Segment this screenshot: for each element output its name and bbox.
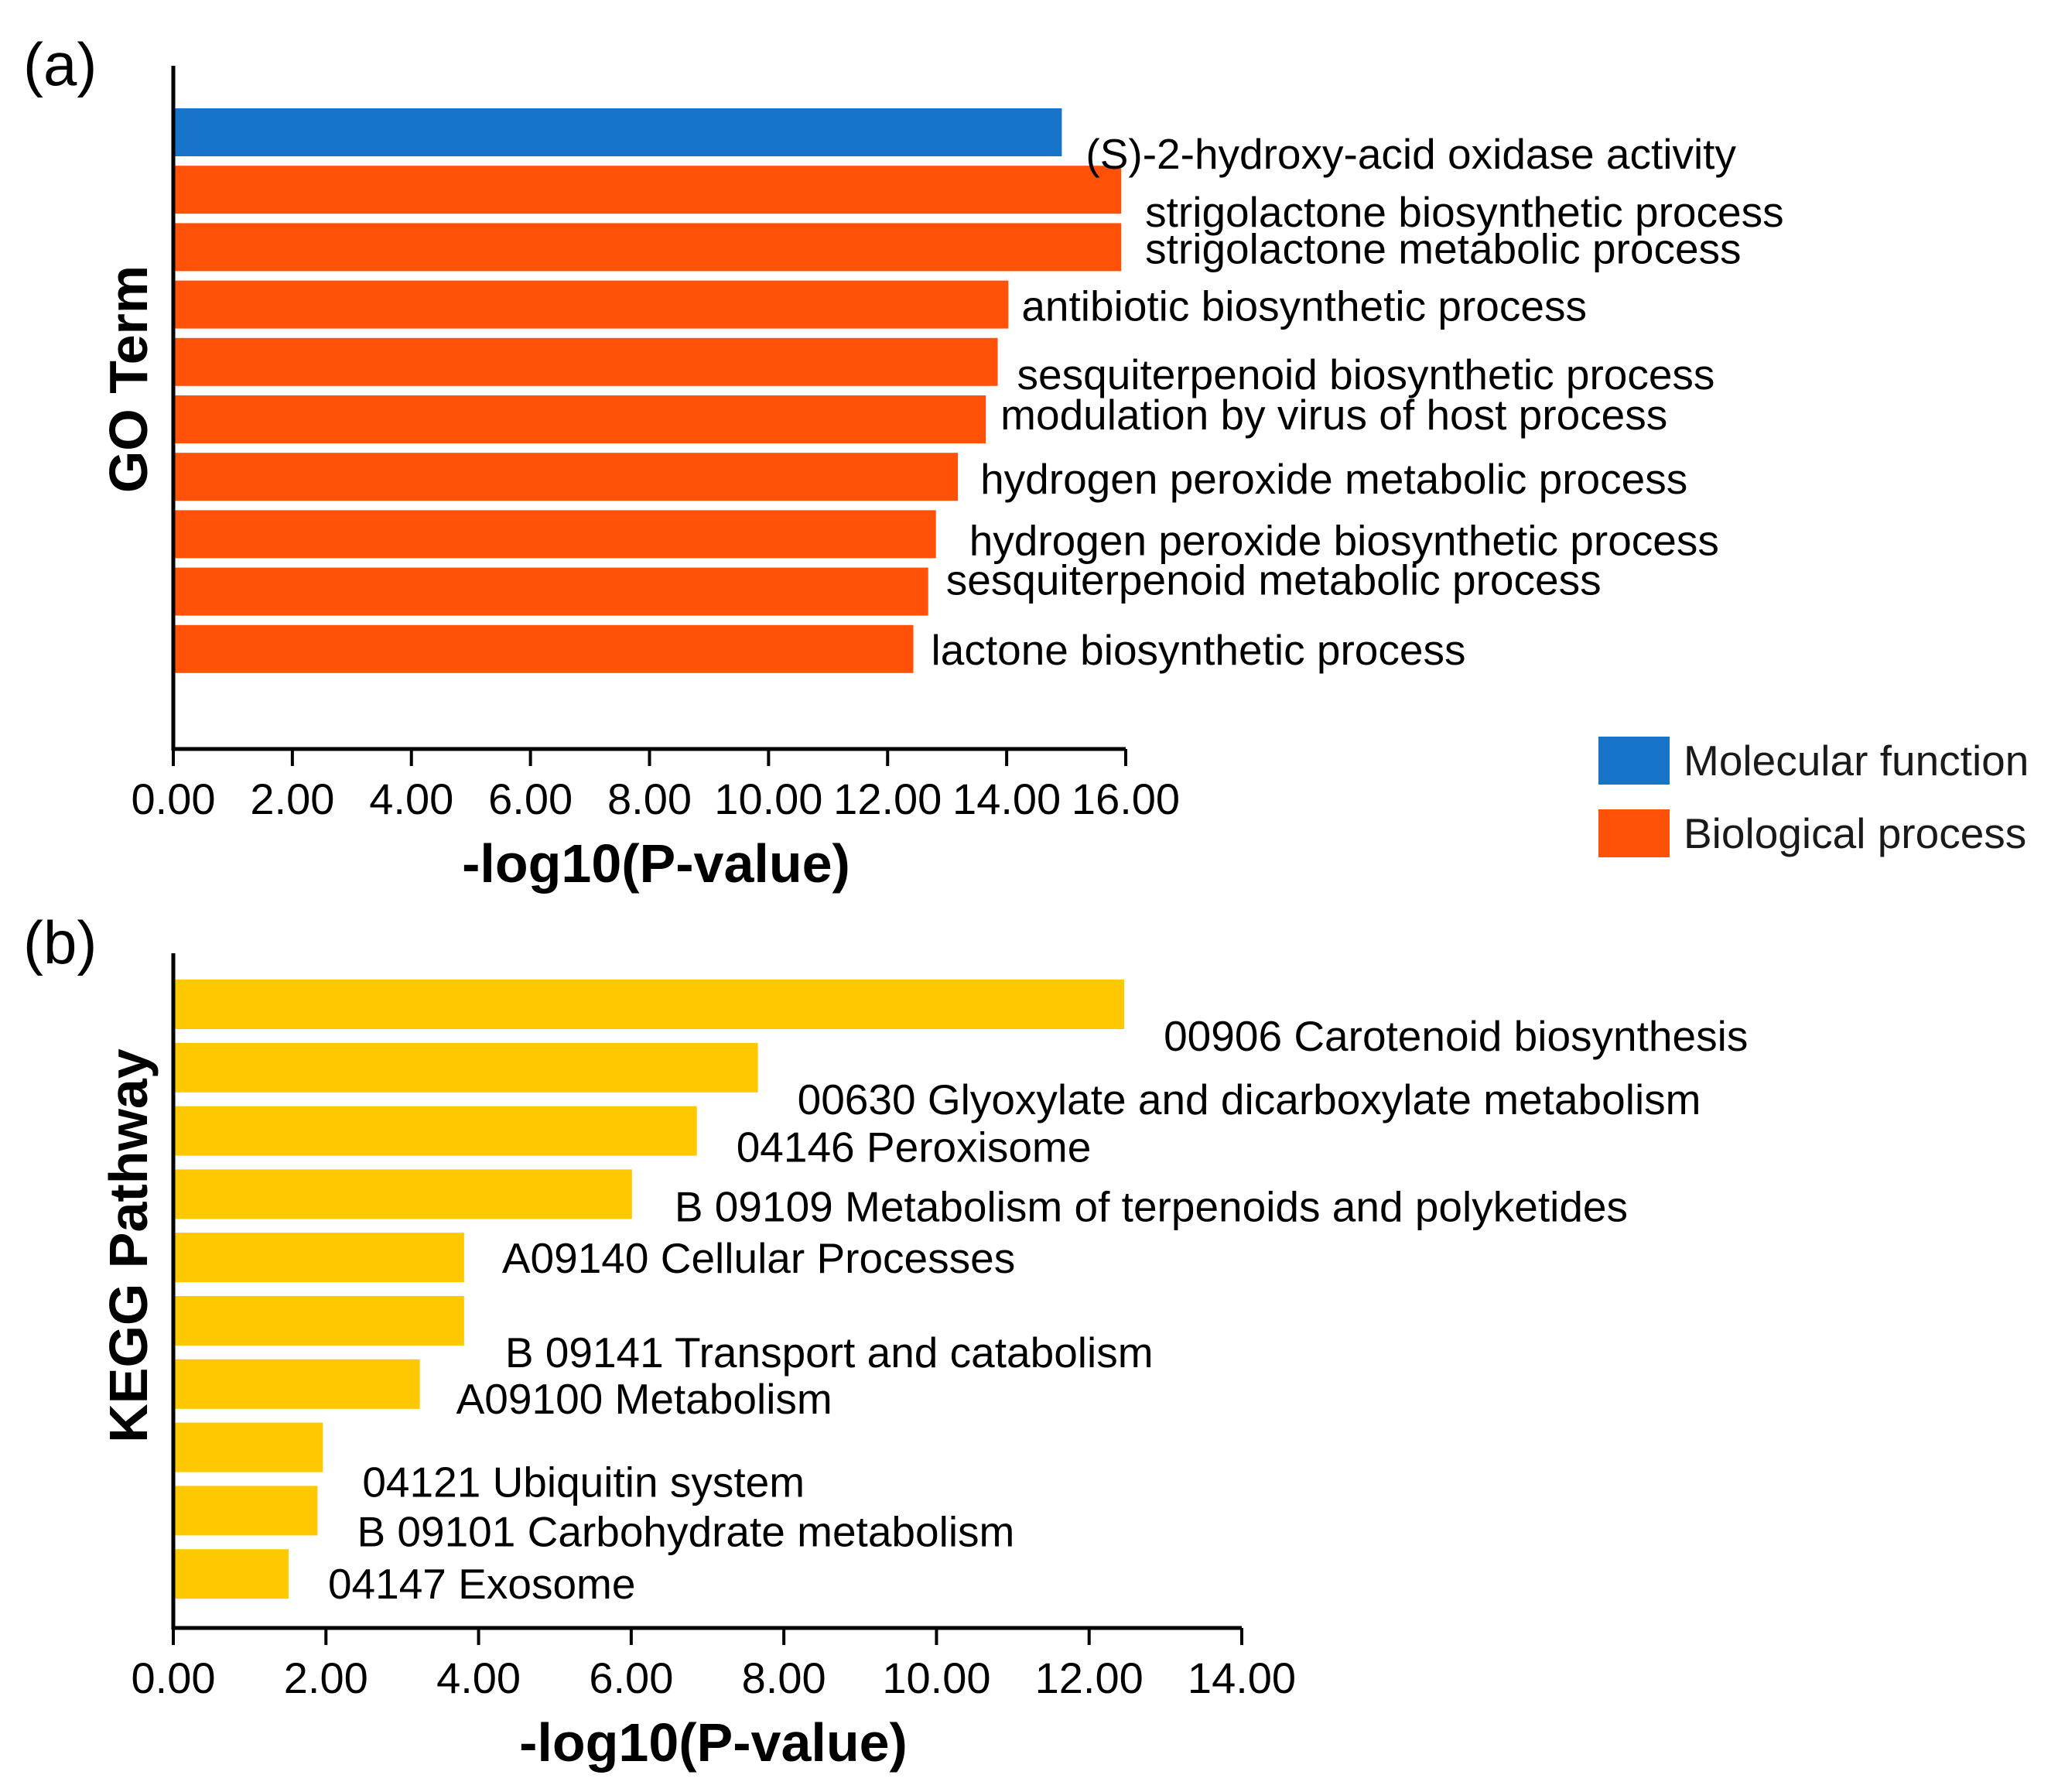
panel-label-a: (a) bbox=[23, 30, 97, 98]
go-y-axis-title: GO Term bbox=[98, 265, 159, 493]
go-x-tick-label: 6.00 bbox=[488, 775, 573, 823]
go-bar-label: strigolactone metabolic process bbox=[1145, 224, 1741, 272]
kegg-bar bbox=[174, 1042, 758, 1093]
go-x-tick-label: 8.00 bbox=[607, 775, 692, 823]
kegg-bar-label: B 09109 Metabolism of terpenoids and pol… bbox=[675, 1182, 1628, 1230]
kegg-bar-label: 04147 Exosome bbox=[328, 1560, 636, 1608]
legend-swatch bbox=[1598, 809, 1670, 857]
kegg-x-tick-label: 14.00 bbox=[1188, 1653, 1296, 1702]
go-bar-label: antibiotic biosynthetic process bbox=[1021, 282, 1587, 330]
kegg-bar bbox=[174, 1359, 420, 1409]
kegg-bar bbox=[174, 1233, 464, 1283]
legend-label: Biological process bbox=[1684, 809, 2026, 857]
kegg-bar-label: 00630 Glyoxylate and dicarboxylate metab… bbox=[798, 1076, 1701, 1123]
go-x-tick-label: 10.00 bbox=[714, 775, 822, 823]
kegg-y-axis-title: KEGG Pathway bbox=[98, 1048, 159, 1443]
kegg-x-ticks: 0.00 2.00 4.00 6.00 8.00 10.00 12.00 14.00 bbox=[132, 1628, 1296, 1702]
kegg-x-tick-label: 12.00 bbox=[1035, 1653, 1144, 1702]
kegg-bar-label: A09100 Metabolism bbox=[456, 1375, 832, 1423]
go-x-tick-label: 0.00 bbox=[132, 775, 216, 823]
kegg-bar-label: 04146 Peroxisome bbox=[737, 1123, 1092, 1171]
legend-swatch bbox=[1598, 737, 1670, 785]
go-bar-label: lactone biosynthetic process bbox=[932, 626, 1466, 674]
go-x-axis-title: -log10(P-value) bbox=[462, 833, 850, 894]
legend-label: Molecular function bbox=[1684, 737, 2029, 785]
go-bar-label: hydrogen peroxide biosynthetic process bbox=[969, 516, 1719, 564]
kegg-bar bbox=[174, 1106, 697, 1156]
kegg-x-tick-label: 0.00 bbox=[132, 1653, 216, 1702]
go-x-tick-label: 16.00 bbox=[1072, 775, 1180, 823]
go-x-tick-label: 2.00 bbox=[250, 775, 334, 823]
go-bar-label: strigolactone biosynthetic process bbox=[1145, 188, 1783, 236]
go-bar bbox=[174, 280, 1009, 329]
kegg-bar bbox=[174, 1422, 323, 1472]
go-bar-label: modulation by virus of host process bbox=[1000, 391, 1667, 439]
go-bar-label: (S)-2-hydroxy-acid oxidase activity bbox=[1085, 130, 1736, 178]
kegg-bar bbox=[174, 980, 1125, 1029]
kegg-x-tick-label: 6.00 bbox=[589, 1653, 673, 1702]
go-bar bbox=[174, 395, 986, 443]
go-bar bbox=[174, 166, 1122, 214]
kegg-bar bbox=[174, 1296, 464, 1346]
legend: Molecular function Biological process bbox=[1598, 737, 2029, 857]
panel-label-b: (b) bbox=[23, 908, 97, 976]
go-bar bbox=[174, 108, 1062, 156]
kegg-bar bbox=[174, 1169, 632, 1219]
go-bar bbox=[174, 567, 928, 616]
go-bar bbox=[174, 510, 936, 559]
go-bar-label: hydrogen peroxide metabolic process bbox=[980, 455, 1687, 503]
kegg-bar bbox=[174, 1549, 289, 1599]
go-bar-label: sesquiterpenoid metabolic process bbox=[946, 556, 1602, 604]
go-bar bbox=[174, 453, 959, 501]
go-bar-labels: (S)-2-hydroxy-acid oxidase activity strig… bbox=[932, 130, 1784, 674]
kegg-x-tick-label: 4.00 bbox=[436, 1653, 521, 1702]
kegg-x-tick-label: 10.00 bbox=[882, 1653, 990, 1702]
go-x-tick-label: 12.00 bbox=[833, 775, 942, 823]
go-bar bbox=[174, 337, 998, 386]
kegg-panel: (b) KEGG Pathway 00906 Carotenoid biosyn… bbox=[23, 908, 1748, 1773]
go-bar bbox=[174, 223, 1122, 272]
go-bar bbox=[174, 624, 914, 673]
go-x-tick-label: 14.00 bbox=[952, 775, 1061, 823]
kegg-bar bbox=[174, 1486, 318, 1536]
kegg-bar-labels: 00906 Carotenoid biosynthesis 00630 Glyox… bbox=[328, 1012, 1748, 1608]
kegg-x-tick-label: 2.00 bbox=[284, 1653, 368, 1702]
kegg-bar-label: B 09101 Carbohydrate metabolism bbox=[357, 1507, 1014, 1555]
go-bars bbox=[174, 108, 1122, 673]
go-x-ticks: 0.00 2.00 4.00 6.00 8.00 10.00 12.00 14.00 16.00 bbox=[132, 749, 1180, 823]
go-term-panel: (a) GO Term (S)-2-hydroxy-acid oxidase a… bbox=[23, 30, 2029, 894]
kegg-bar-label: 00906 Carotenoid biosynthesis bbox=[1164, 1012, 1748, 1060]
kegg-bar-label: B 09141 Transport and catabolism bbox=[505, 1329, 1154, 1376]
go-bar-label: sesquiterpenoid biosynthetic process bbox=[1017, 351, 1715, 398]
kegg-x-axis-title: -log10(P-value) bbox=[519, 1712, 908, 1773]
kegg-bar-label: A09140 Cellular Processes bbox=[502, 1234, 1015, 1282]
go-x-tick-label: 4.00 bbox=[369, 775, 453, 823]
kegg-x-tick-label: 8.00 bbox=[742, 1653, 826, 1702]
kegg-bar-label: 04121 Ubiquitin system bbox=[362, 1459, 805, 1506]
kegg-bars bbox=[174, 980, 1125, 1599]
